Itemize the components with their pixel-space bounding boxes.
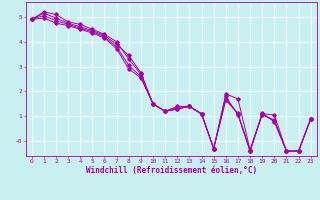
- X-axis label: Windchill (Refroidissement éolien,°C): Windchill (Refroidissement éolien,°C): [86, 166, 257, 175]
